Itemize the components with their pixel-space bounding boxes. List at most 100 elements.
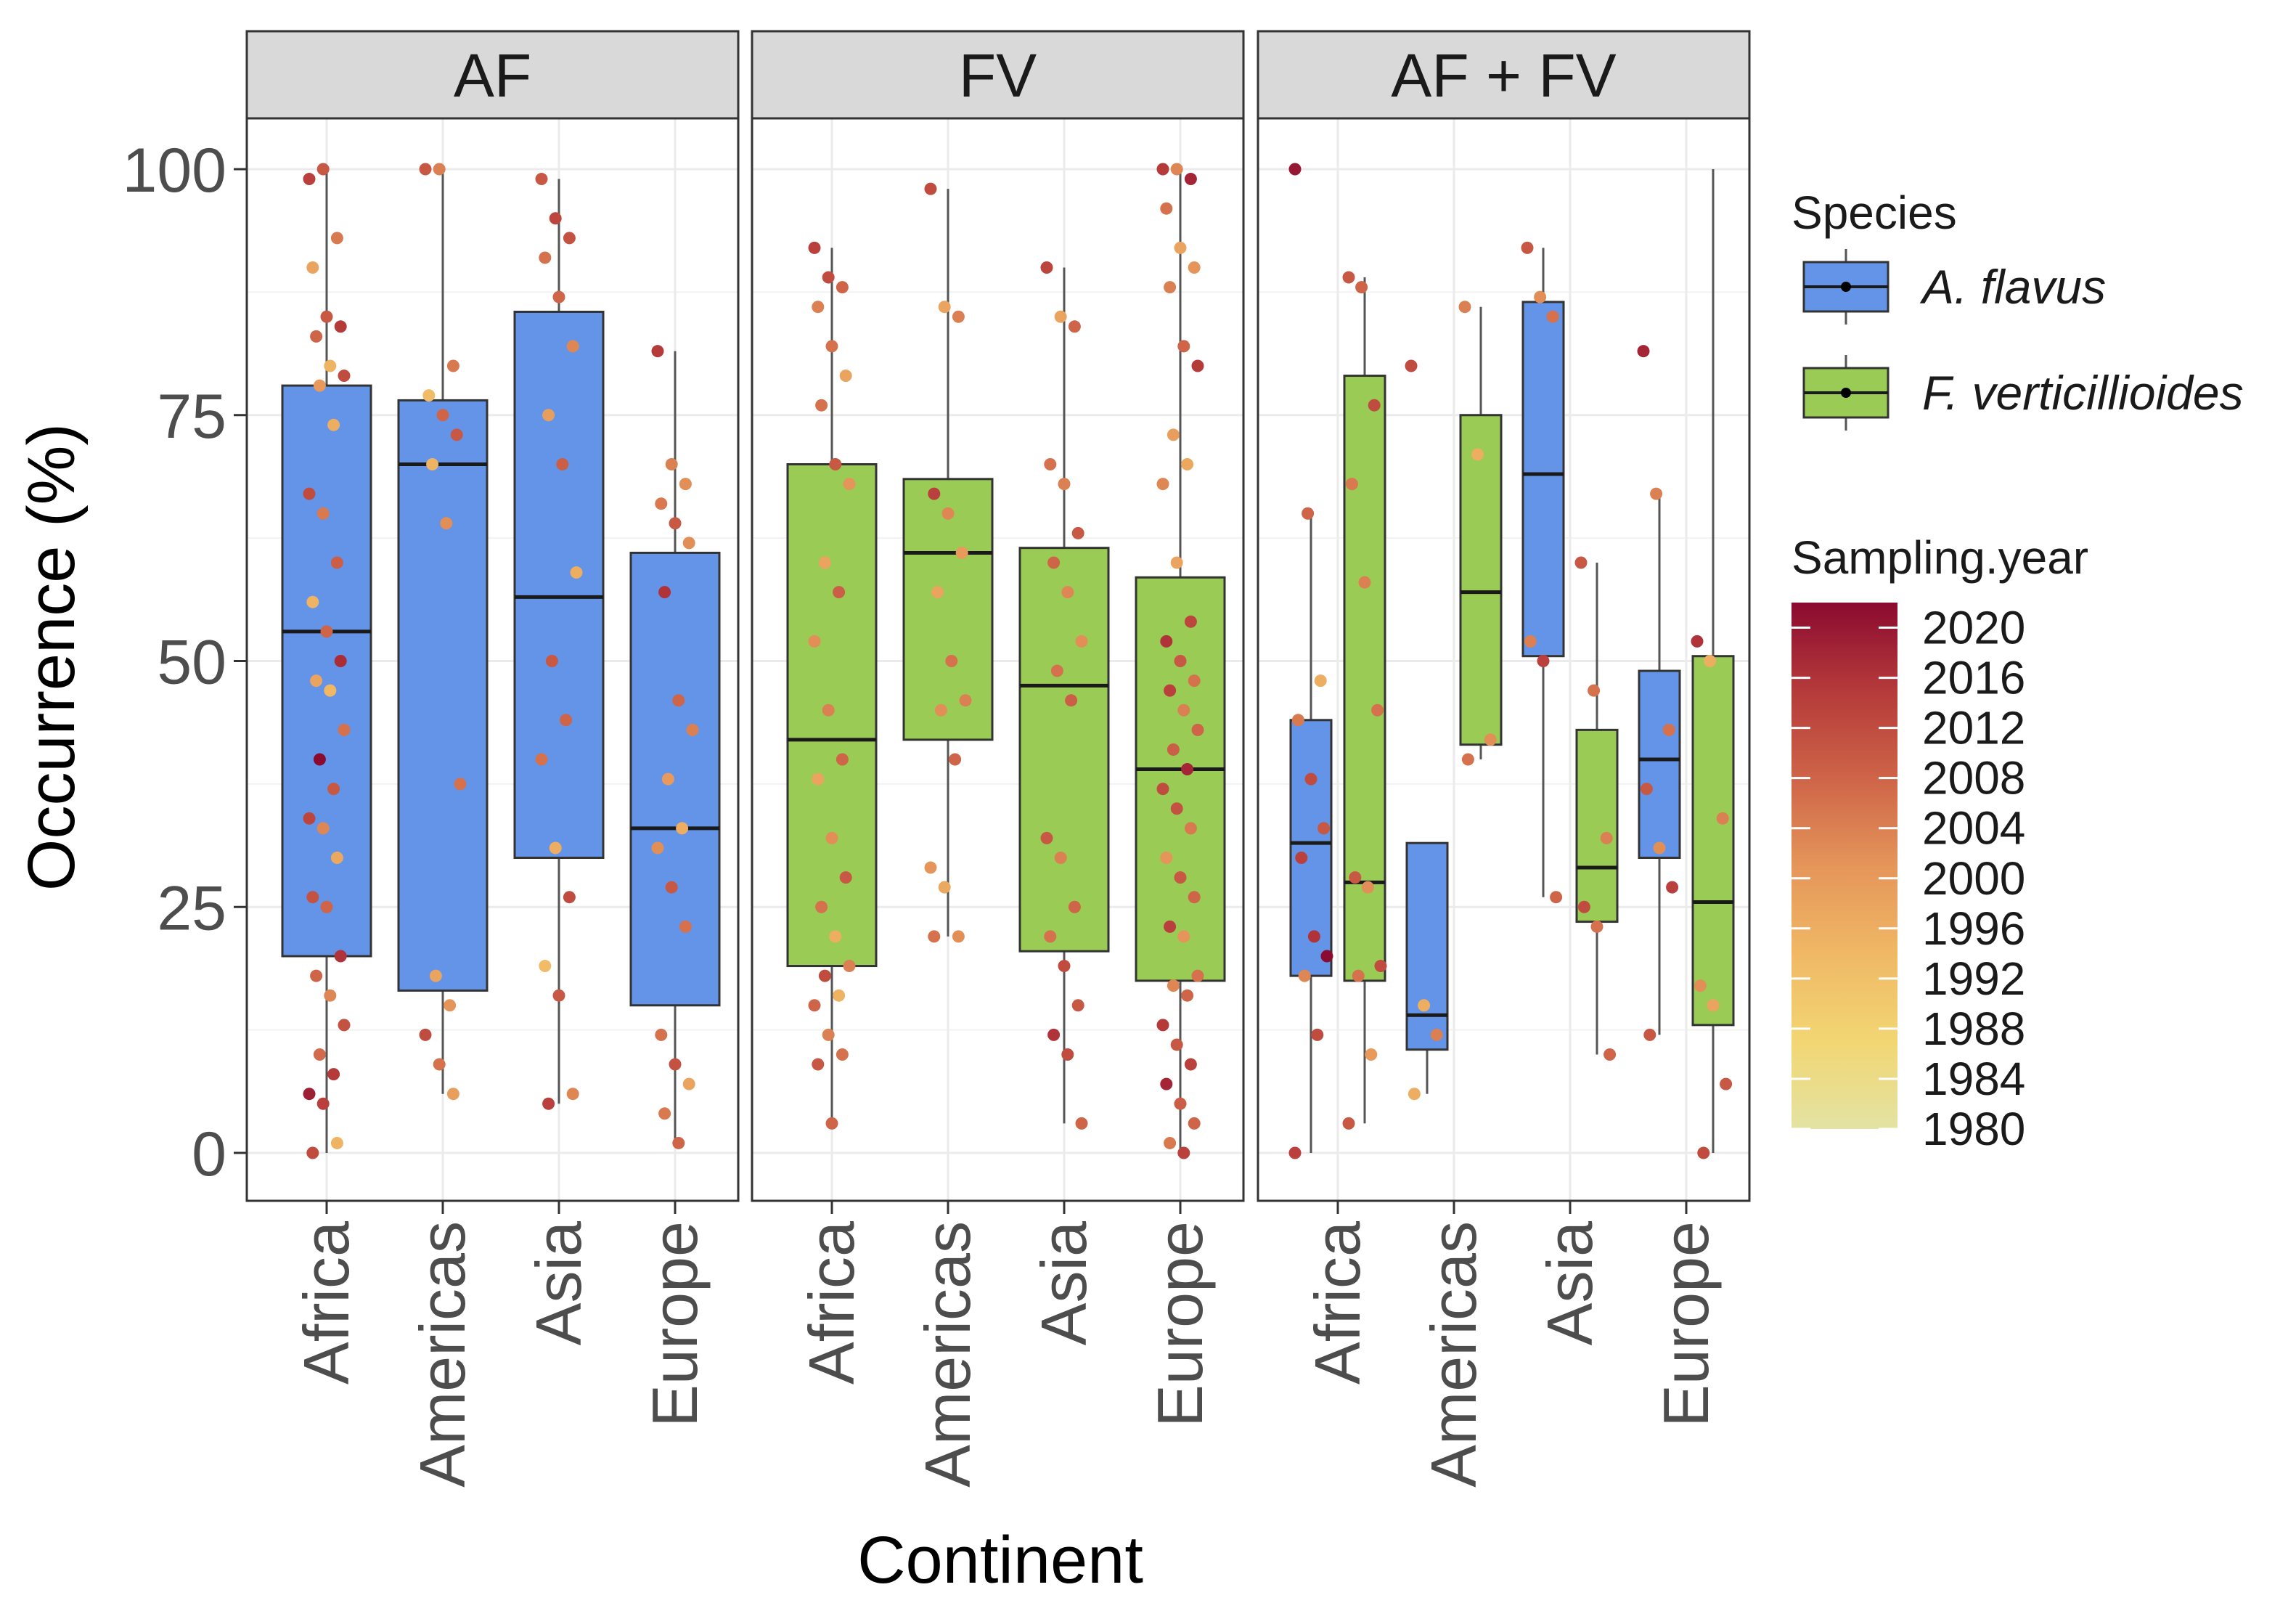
data-point <box>812 772 825 786</box>
data-point <box>552 989 565 1002</box>
species-legend: Species A. flavus F. verticillioides <box>1792 187 2244 431</box>
data-point <box>1184 615 1197 628</box>
data-point <box>320 900 333 913</box>
data-point <box>818 969 831 982</box>
data-point <box>822 1028 835 1041</box>
data-point <box>818 556 831 569</box>
data-point <box>1167 743 1180 756</box>
facet-panels: AF Africa Americas Asia Europe FV Africa Americ… <box>245 30 1751 1488</box>
data-point <box>1349 871 1362 884</box>
x-tick-label-europe: Europe <box>1650 1221 1722 1427</box>
data-point <box>808 635 821 648</box>
data-point <box>1461 753 1474 766</box>
data-point <box>829 458 842 470</box>
data-point <box>306 1146 319 1159</box>
data-point <box>1342 271 1355 284</box>
box-body <box>1691 655 1735 1027</box>
data-point <box>316 507 330 520</box>
data-point <box>941 507 955 520</box>
box-body <box>1135 576 1226 982</box>
data-point <box>1707 999 1720 1012</box>
colorbar-tick-label: 1984 <box>1922 1053 2025 1105</box>
data-point <box>1191 723 1204 736</box>
panel-border <box>245 117 740 1202</box>
colorbar-tick-label: 2012 <box>1922 702 2025 754</box>
data-point <box>1361 881 1374 894</box>
box-body <box>1405 841 1449 1051</box>
x-tick-label-asia: Asia <box>1028 1221 1100 1345</box>
data-point <box>1694 979 1707 992</box>
facet-strip-label: FV <box>959 41 1037 110</box>
facet-strip-label: AF <box>454 41 531 110</box>
box-affv-europe <box>1638 494 1681 1035</box>
data-point <box>669 1058 682 1071</box>
data-point <box>545 655 558 667</box>
data-point <box>1177 1146 1190 1159</box>
data-point <box>1188 261 1201 274</box>
y-tick-label: 100 <box>123 136 227 205</box>
box-af-africa <box>281 169 372 1153</box>
data-point <box>1181 763 1194 776</box>
data-point <box>1075 1117 1088 1130</box>
data-point <box>310 674 323 688</box>
data-point <box>952 310 965 323</box>
data-point <box>1156 163 1169 176</box>
colorbar-tick-label: 2000 <box>1922 852 2025 905</box>
data-point <box>1320 950 1333 963</box>
colorbar-tick-label: 1980 <box>1922 1103 2025 1155</box>
data-point <box>1314 674 1327 688</box>
data-point <box>310 330 323 343</box>
data-point <box>1188 891 1201 904</box>
panel-background <box>1258 118 1749 1201</box>
data-point <box>669 517 682 530</box>
data-point <box>812 301 825 314</box>
facet-panel: FV Africa Americas Asia Europe <box>751 30 1245 1488</box>
data-point <box>1174 241 1187 254</box>
data-point <box>1288 163 1302 176</box>
x-tick-label-americas: Americas <box>407 1221 478 1488</box>
data-point <box>1047 556 1061 569</box>
data-point <box>658 1107 671 1120</box>
y-tick-label: 0 <box>192 1120 226 1189</box>
panel-border <box>1257 117 1751 1202</box>
data-point <box>446 1088 459 1101</box>
data-point <box>1181 989 1194 1002</box>
data-point <box>1164 920 1177 933</box>
data-point <box>1653 841 1666 855</box>
facet-strip <box>1257 30 1751 120</box>
data-point <box>566 340 579 353</box>
data-point <box>436 409 449 422</box>
data-point <box>330 232 343 245</box>
x-tick-label-europe: Europe <box>1144 1221 1216 1427</box>
data-point <box>1288 1146 1302 1159</box>
data-point <box>843 960 856 973</box>
x-tick-label-americas: Americas <box>1418 1221 1490 1488</box>
x-tick-label-asia: Asia <box>523 1221 595 1345</box>
data-point <box>426 458 439 470</box>
data-point <box>959 694 972 707</box>
data-point <box>836 1048 849 1061</box>
data-point <box>1044 458 1057 470</box>
data-point <box>444 999 457 1012</box>
data-point <box>833 586 846 599</box>
box-af-asia <box>513 179 605 1104</box>
data-point <box>1170 802 1183 815</box>
data-point <box>945 655 958 667</box>
data-point <box>651 841 664 855</box>
data-point <box>1418 999 1431 1012</box>
data-point <box>1603 1048 1617 1061</box>
box-affv-americas <box>1459 306 1503 759</box>
data-point <box>429 969 442 982</box>
data-point <box>825 831 838 844</box>
data-point <box>1720 1077 1733 1090</box>
data-point <box>665 458 678 470</box>
data-point <box>1164 281 1177 294</box>
data-point <box>1291 714 1304 727</box>
box-affv-americas <box>1405 841 1449 1094</box>
facet-panel: AF Africa Americas Asia Europe <box>245 30 740 1488</box>
box-body <box>629 551 721 1007</box>
data-point <box>327 418 340 431</box>
box-body <box>1575 728 1619 923</box>
box-affv-africa <box>1289 513 1333 1153</box>
